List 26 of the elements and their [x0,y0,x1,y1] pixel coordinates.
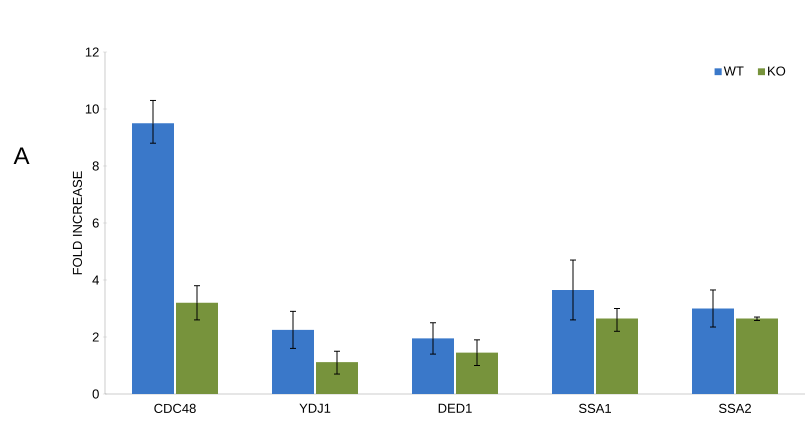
x-tick-label: SSA2 [718,404,751,414]
text: A [14,148,30,164]
y-tick-label: 6 [92,218,99,228]
y-tick-label: 12 [86,47,99,57]
bar [692,308,734,394]
bar [316,362,358,394]
bar [132,123,174,394]
y-tick-label: 8 [92,161,99,171]
y-tick-label: 10 [86,104,99,114]
x-tick-label: CDC48 [154,404,196,414]
y-axis-title: FOLD INCREASE [72,171,82,274]
y-tick-label: 4 [92,276,99,284]
bar [272,330,314,394]
bar [596,318,638,394]
bar [456,352,498,394]
bar [552,290,594,394]
legend-label: KO [768,66,786,76]
bar [176,302,218,394]
y-tick-label: 0 [92,389,99,399]
legend-label: WT [724,66,744,76]
bar [412,338,454,394]
x-tick-label: DED1 [438,404,472,413]
bar [736,318,778,394]
x-tick-label: YDJ1 [299,404,330,413]
y-tick-label: 2 [92,332,99,342]
x-tick-label: SSA1 [578,404,611,414]
